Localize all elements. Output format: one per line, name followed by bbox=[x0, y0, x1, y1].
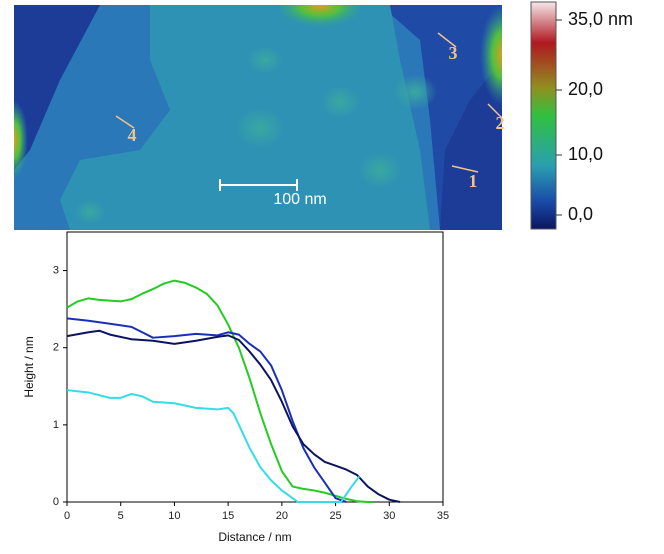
y-tick-label: 3 bbox=[53, 264, 59, 276]
profile-line bbox=[66, 317, 347, 503]
plot-frame bbox=[66, 231, 444, 503]
y-axis-label: Height / nm bbox=[22, 336, 36, 397]
y-tick-label: 1 bbox=[53, 419, 59, 431]
x-tick-label: 35 bbox=[437, 510, 449, 522]
x-tick-label: 25 bbox=[329, 510, 341, 522]
x-axis-label: Distance / nm bbox=[218, 530, 291, 544]
profile-label: 4 bbox=[128, 125, 137, 145]
profile-line bbox=[66, 389, 361, 503]
x-tick-label: 30 bbox=[383, 510, 395, 522]
colorbar bbox=[530, 1, 557, 230]
scale-bar-label: 100 nm bbox=[273, 191, 326, 208]
profile-label: 3 bbox=[449, 43, 458, 63]
profile-line bbox=[66, 279, 374, 503]
y-tick-label: 2 bbox=[53, 342, 59, 354]
x-tick-label: 5 bbox=[118, 510, 124, 522]
colorbar-label: 10,0 bbox=[568, 144, 603, 164]
colorbar-label: 35,0 nm bbox=[568, 9, 633, 29]
x-tick-label: 20 bbox=[276, 510, 288, 522]
afm-image bbox=[14, 5, 502, 230]
profile-label: 1 bbox=[469, 171, 478, 191]
x-tick-label: 0 bbox=[64, 510, 70, 522]
y-tick-label: 0 bbox=[53, 496, 59, 508]
profile-line bbox=[66, 329, 401, 503]
colorbar-label: 0,0 bbox=[568, 204, 593, 224]
colorbar-label: 20,0 bbox=[568, 79, 603, 99]
x-tick-label: 15 bbox=[222, 510, 234, 522]
profile-label: 2 bbox=[496, 113, 505, 133]
x-tick-label: 10 bbox=[168, 510, 180, 522]
